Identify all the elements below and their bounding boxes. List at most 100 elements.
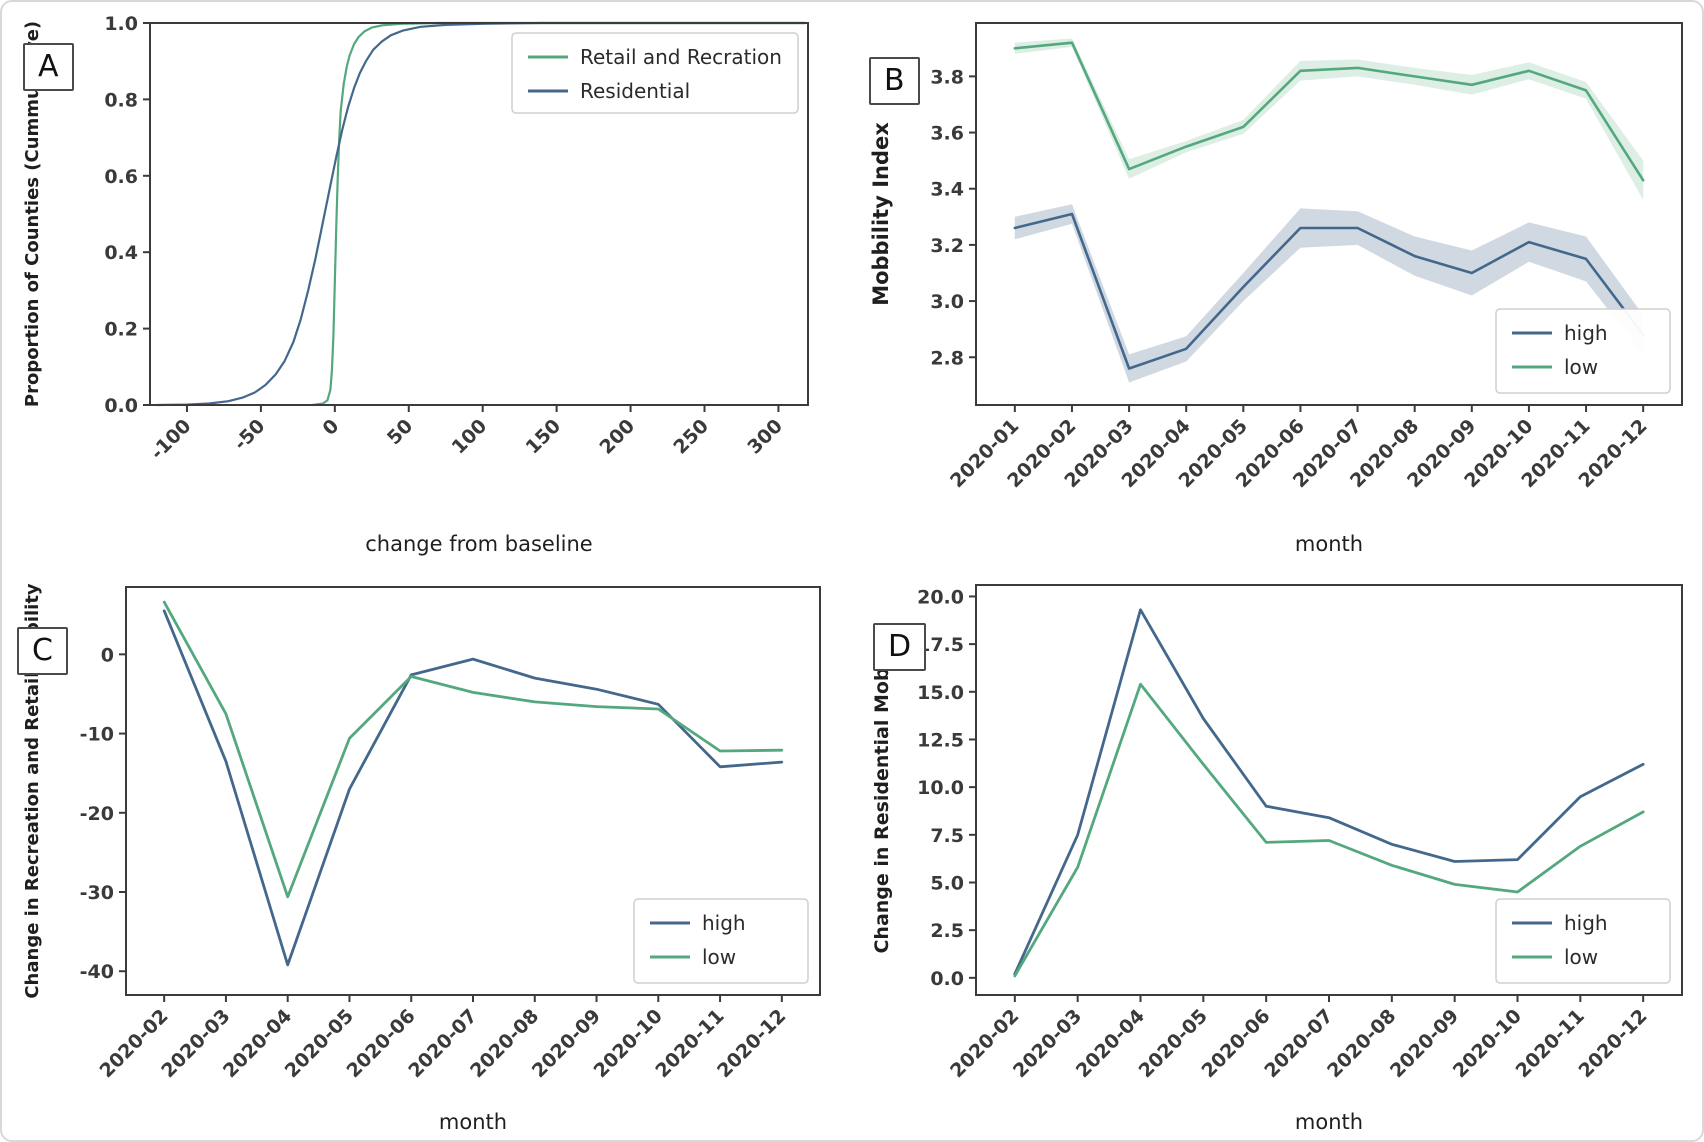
x-tick-label: 2020-12 xyxy=(713,1005,790,1082)
y-axis-title: Change in Residential Mobility xyxy=(871,626,893,954)
x-tick-label: 2020-12 xyxy=(1574,1005,1651,1082)
panel-D-chart: 2020-022020-032020-042020-052020-062020-… xyxy=(871,584,1683,1134)
y-tick-label: 0.0 xyxy=(930,968,964,990)
panel-label-A: A xyxy=(23,43,74,91)
x-axis-title: month xyxy=(1295,1110,1363,1134)
x-tick-label: 200 xyxy=(595,415,639,459)
series-low-band xyxy=(1014,38,1644,201)
legend-box xyxy=(511,32,799,114)
legend-box xyxy=(1495,898,1671,984)
legend-label-high: high xyxy=(702,911,746,935)
y-tick-label: 2.8 xyxy=(930,347,964,369)
panel-D: D 2020-02 2020-03 2020-04 2020-05 2020-06 202… xyxy=(853,563,1702,1140)
x-axis: -100 -50 0 50 100 150 200 250 300 change from bas… xyxy=(146,405,787,556)
y-tick-label: -20 xyxy=(80,803,114,825)
y-tick-label: 3.0 xyxy=(930,291,964,313)
y-tick-label: 5.0 xyxy=(930,872,964,894)
panel-C-chart: 2020-022020-032020-042020-052020-062020-… xyxy=(22,583,821,1134)
y-tick-label: 12.5 xyxy=(917,729,964,751)
x-axis: 2020-012020-022020-032020-042020-052020-… xyxy=(946,405,1652,556)
series-low-line xyxy=(1013,682,1645,978)
panel-B: B 2020-01 2020-02 2020-03 2020-04 2020-05 202… xyxy=(853,3,1702,563)
legend-label-high: high xyxy=(1564,911,1608,935)
legend-label-low: low xyxy=(1564,355,1598,379)
y-axis-title: Change in Recreation and Retail Mobility xyxy=(22,583,43,999)
y-tick-label: 1.0 xyxy=(104,13,138,35)
y-axis-title: Proportion of Counties (Cummulative) xyxy=(22,21,43,407)
y-tick-label: 0.2 xyxy=(104,319,138,341)
x-tick-label: -100 xyxy=(146,415,195,464)
legend: high low xyxy=(1495,898,1671,984)
y-axis-title: Mobbility Index xyxy=(869,122,893,306)
series-high-line xyxy=(1013,608,1645,976)
legend-box xyxy=(633,898,809,984)
series-lines xyxy=(1013,608,1645,978)
y-tick-label: 0.6 xyxy=(104,166,138,188)
x-tick-label: 100 xyxy=(448,415,492,459)
y-tick-label: 0.8 xyxy=(104,89,138,111)
legend-label-Retail and Recration: Retail and Recration xyxy=(580,45,782,69)
panel-A-chart: -100 -50 0 50 100 150 200 250 300 change from bas… xyxy=(22,13,809,556)
y-axis: 0 -10 -20 -30 -40 Change in Recreation and Re… xyxy=(22,583,126,999)
confidence-bands xyxy=(1014,38,1644,383)
y-axis: 2.8 3.0 3.2 3.4 3.6 3.8 Mobbility Index xyxy=(869,66,976,369)
y-tick-label: -40 xyxy=(80,961,114,983)
plot-frame xyxy=(149,22,809,406)
y-tick-label: -10 xyxy=(80,724,114,746)
legend: high low xyxy=(1495,308,1671,394)
legend-label-high: high xyxy=(1564,321,1608,345)
legend-box xyxy=(1495,308,1671,394)
y-tick-label: 3.6 xyxy=(930,123,964,145)
series-low-line xyxy=(162,600,784,899)
legend-label-low: low xyxy=(702,945,736,969)
panel-label-D: D xyxy=(873,623,927,671)
y-axis: 0.0 0.2 0.4 0.6 0.8 1.0 Proportion of Counties… xyxy=(22,13,150,417)
x-tick-label: 0 xyxy=(318,415,343,440)
legend: Retail and Recration Residential xyxy=(511,32,799,114)
y-tick-label: 15.0 xyxy=(917,682,964,704)
y-tick-label: 0.0 xyxy=(104,395,138,417)
series-Retail and Recration-line xyxy=(311,21,807,407)
x-tick-label: 50 xyxy=(383,415,417,449)
series-high-line xyxy=(1013,212,1645,370)
y-tick-label: 17.5 xyxy=(917,634,964,656)
panel-A: A -100 -50 0 50 100 150 200 250 300 change from b… xyxy=(3,3,853,563)
y-tick-label: 3.2 xyxy=(930,235,964,257)
panel-C: C 2020-02 2020-03 2020-04 2020-05 2020-06 202… xyxy=(3,563,853,1140)
plot-frame xyxy=(975,22,1683,406)
legend-label-low: low xyxy=(1564,945,1598,969)
series-low-line xyxy=(1013,41,1645,182)
legend-label-Residential: Residential xyxy=(580,79,690,103)
series-lines xyxy=(1013,41,1645,370)
x-axis-title: change from baseline xyxy=(365,532,592,556)
x-tick-label: 300 xyxy=(743,415,787,459)
series-lines xyxy=(156,21,807,407)
y-tick-label: 10.0 xyxy=(917,777,964,799)
y-tick-label: 3.4 xyxy=(930,179,964,201)
series-high-band xyxy=(1014,204,1644,383)
x-axis-title: month xyxy=(439,1110,507,1134)
x-tick-label: -50 xyxy=(230,415,270,455)
panel-B-chart: 2020-012020-022020-032020-042020-052020-… xyxy=(869,22,1683,556)
panel-label-C: C xyxy=(17,627,68,675)
series-lines xyxy=(162,600,784,967)
legend: high low xyxy=(633,898,809,984)
y-tick-label: -30 xyxy=(80,882,114,904)
y-tick-label: 0.4 xyxy=(104,242,138,264)
y-tick-label: 3.8 xyxy=(930,66,964,88)
y-axis: 0.0 2.5 5.0 7.5 10.0 12.5 15.0 17.5 20.0 Change i… xyxy=(871,586,976,990)
y-tick-label: 7.5 xyxy=(930,825,964,847)
series-Residential-line xyxy=(156,21,807,407)
panel-label-B: B xyxy=(869,57,920,105)
x-tick-label: 250 xyxy=(669,415,713,459)
panel-grid: A -100 -50 0 50 100 150 200 250 300 change from b… xyxy=(3,3,1702,1140)
x-axis-title: month xyxy=(1295,532,1363,556)
y-tick-label: 0 xyxy=(101,644,114,666)
x-axis: 2020-022020-032020-042020-052020-062020-… xyxy=(95,995,790,1134)
y-tick-label: 2.5 xyxy=(930,920,964,942)
y-tick-label: 20.0 xyxy=(917,586,964,608)
x-tick-label: 150 xyxy=(522,415,566,459)
x-axis: 2020-022020-032020-042020-052020-062020-… xyxy=(946,995,1652,1134)
series-high-line xyxy=(162,609,784,967)
